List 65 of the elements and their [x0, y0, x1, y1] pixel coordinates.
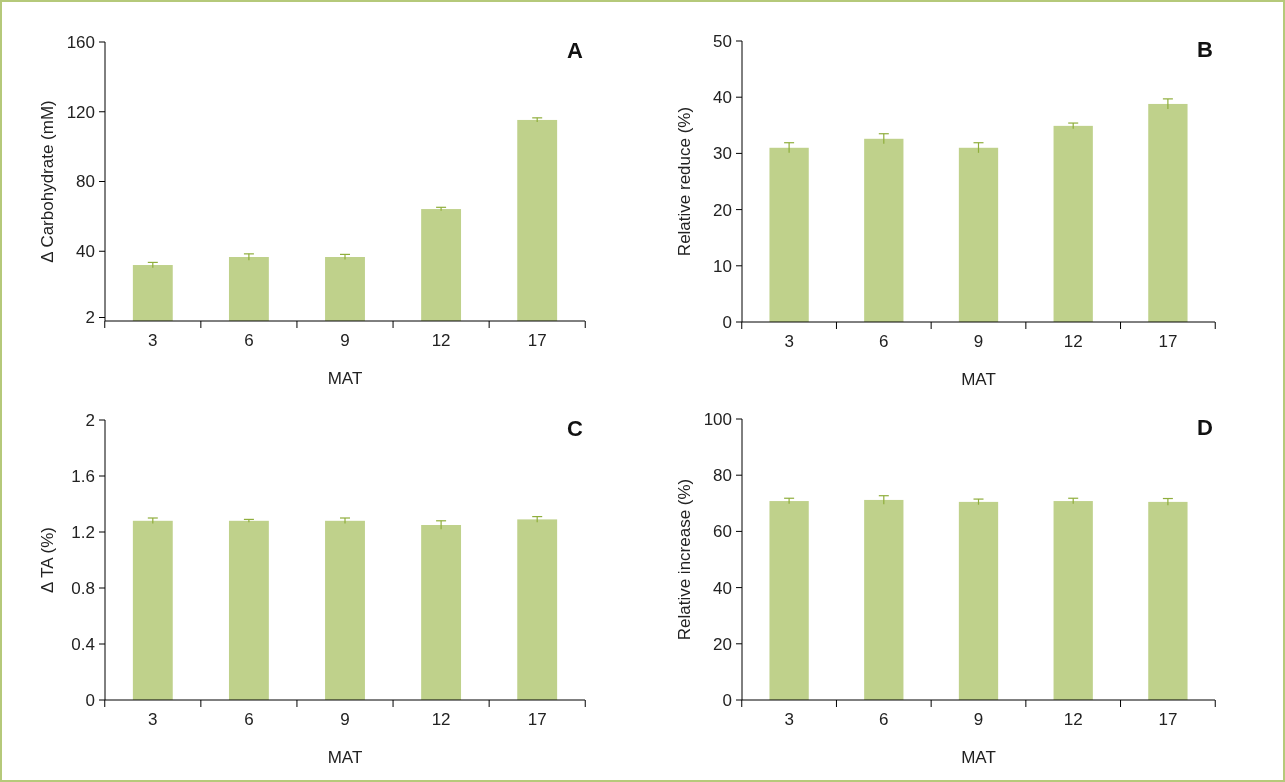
y-tick-label: 50	[713, 31, 732, 51]
y-tick-label: 60	[713, 522, 732, 542]
y-tick-label: 1.6	[71, 466, 95, 486]
y-tick-label: 80	[76, 172, 95, 192]
x-tick-label: 9	[340, 331, 350, 350]
x-tick-label: 9	[340, 710, 350, 729]
chart-title: D	[1197, 415, 1213, 440]
y-tick-label: 40	[713, 578, 732, 598]
chart-title: C	[567, 416, 584, 441]
x-tick-label: 6	[879, 710, 889, 729]
y-tick-label: 2	[85, 308, 95, 328]
y-tick-label: 40	[76, 242, 95, 262]
x-axis-title: MAT	[961, 370, 996, 389]
y-tick-label: 30	[713, 144, 732, 164]
y-axis-title: Δ Carbohydrate (mM)	[38, 100, 57, 263]
x-axis-title: MAT	[327, 748, 363, 767]
y-tick-label: 1.2	[71, 522, 95, 542]
y-tick-label: 80	[713, 466, 732, 486]
x-tick-label: 6	[244, 710, 254, 729]
x-axis-title: MAT	[327, 369, 363, 388]
y-tick-label: 0.4	[71, 634, 95, 654]
y-tick-label: 40	[713, 88, 732, 108]
bar	[864, 138, 904, 322]
bar	[325, 257, 365, 321]
bar	[769, 147, 809, 322]
chart-title: A	[567, 38, 584, 63]
x-tick-label: 6	[879, 332, 889, 351]
bar	[958, 147, 999, 322]
x-tick-label: 3	[784, 332, 794, 351]
bar	[132, 265, 173, 321]
x-tick-label: 17	[1158, 710, 1178, 729]
x-tick-label: 9	[973, 332, 984, 351]
x-tick-label: 9	[973, 710, 984, 729]
x-axis-title: MAT	[961, 748, 996, 767]
bar	[1053, 125, 1093, 322]
x-tick-label: 12	[431, 331, 451, 350]
y-tick-label: 120	[66, 102, 95, 122]
y-tick-label: 2	[85, 410, 95, 430]
y-tick-label: 10	[713, 256, 732, 276]
y-axis-title: Relative reduce (%)	[675, 106, 694, 257]
y-tick-label: 160	[66, 32, 95, 52]
x-tick-label: 3	[784, 710, 794, 729]
bar	[517, 119, 558, 321]
x-tick-label: 12	[1063, 710, 1083, 729]
y-axis-title: Δ TA (%)	[38, 527, 57, 593]
bar	[1148, 103, 1188, 322]
x-tick-label: 17	[527, 331, 547, 350]
x-tick-label: 12	[1063, 332, 1083, 351]
x-tick-label: 12	[431, 710, 451, 729]
x-tick-label: 17	[1158, 332, 1178, 351]
y-tick-label: 0.8	[71, 578, 95, 598]
bar	[421, 209, 462, 321]
y-tick-label: 0	[722, 690, 732, 710]
x-tick-label: 3	[148, 331, 158, 350]
chart-title: B	[1197, 37, 1213, 62]
y-axis-title: Relative increase (%)	[675, 478, 694, 641]
y-tick-label: 20	[713, 200, 732, 220]
x-tick-label: 3	[148, 710, 158, 729]
y-tick-label: 100	[703, 409, 732, 429]
bar	[228, 257, 269, 321]
y-tick-label: 0	[85, 690, 95, 710]
y-tick-label: 0	[722, 312, 732, 332]
x-tick-label: 17	[527, 710, 547, 729]
x-tick-label: 6	[244, 331, 254, 350]
y-tick-label: 20	[713, 634, 732, 654]
